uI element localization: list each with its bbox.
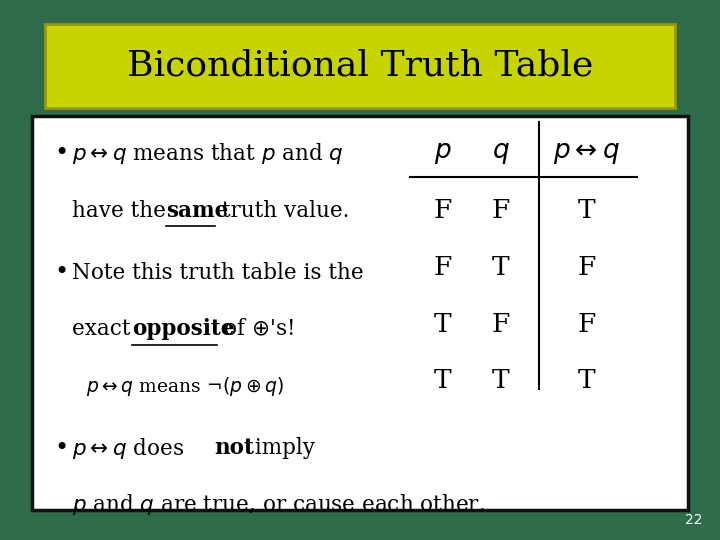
- Text: F: F: [577, 312, 596, 336]
- Text: T: T: [434, 312, 451, 336]
- Text: $p \leftrightarrow q$ means $\neg(p \oplus q)$: $p \leftrightarrow q$ means $\neg(p \opl…: [86, 375, 284, 397]
- Text: $q$: $q$: [492, 141, 509, 166]
- Text: T: T: [492, 255, 509, 280]
- Text: have the: have the: [72, 200, 173, 221]
- Text: not: not: [214, 437, 253, 459]
- Text: F: F: [491, 198, 510, 223]
- Text: $p$: $p$: [434, 141, 451, 166]
- Text: •: •: [54, 261, 68, 284]
- Text: F: F: [577, 255, 596, 280]
- Text: $p \leftrightarrow q$: $p \leftrightarrow q$: [554, 141, 620, 166]
- FancyBboxPatch shape: [32, 116, 688, 510]
- Text: $p \leftrightarrow q$ does: $p \leftrightarrow q$ does: [72, 436, 185, 461]
- Text: F: F: [491, 312, 510, 336]
- Text: same: same: [166, 200, 228, 221]
- Text: $p$ and $q$ are true, or cause each other.: $p$ and $q$ are true, or cause each othe…: [72, 492, 485, 517]
- Text: F: F: [433, 255, 452, 280]
- Text: T: T: [578, 198, 595, 223]
- Text: Note this truth table is the: Note this truth table is the: [72, 262, 364, 284]
- Text: T: T: [492, 368, 509, 393]
- Text: •: •: [54, 437, 68, 460]
- Text: F: F: [433, 198, 452, 223]
- Text: opposite: opposite: [132, 319, 234, 340]
- FancyBboxPatch shape: [45, 24, 675, 108]
- Text: exact: exact: [72, 319, 138, 340]
- Text: $p \leftrightarrow q$ means that $p$ and $q$: $p \leftrightarrow q$ means that $p$ and…: [72, 141, 343, 166]
- Text: imply: imply: [248, 437, 315, 459]
- Text: 22: 22: [685, 512, 702, 526]
- Text: T: T: [578, 368, 595, 393]
- Text: T: T: [434, 368, 451, 393]
- Text: of $\oplus$'s!: of $\oplus$'s!: [217, 319, 294, 340]
- Text: •: •: [54, 143, 68, 165]
- Text: truth value.: truth value.: [215, 200, 349, 221]
- Text: Biconditional Truth Table: Biconditional Truth Table: [127, 49, 593, 83]
